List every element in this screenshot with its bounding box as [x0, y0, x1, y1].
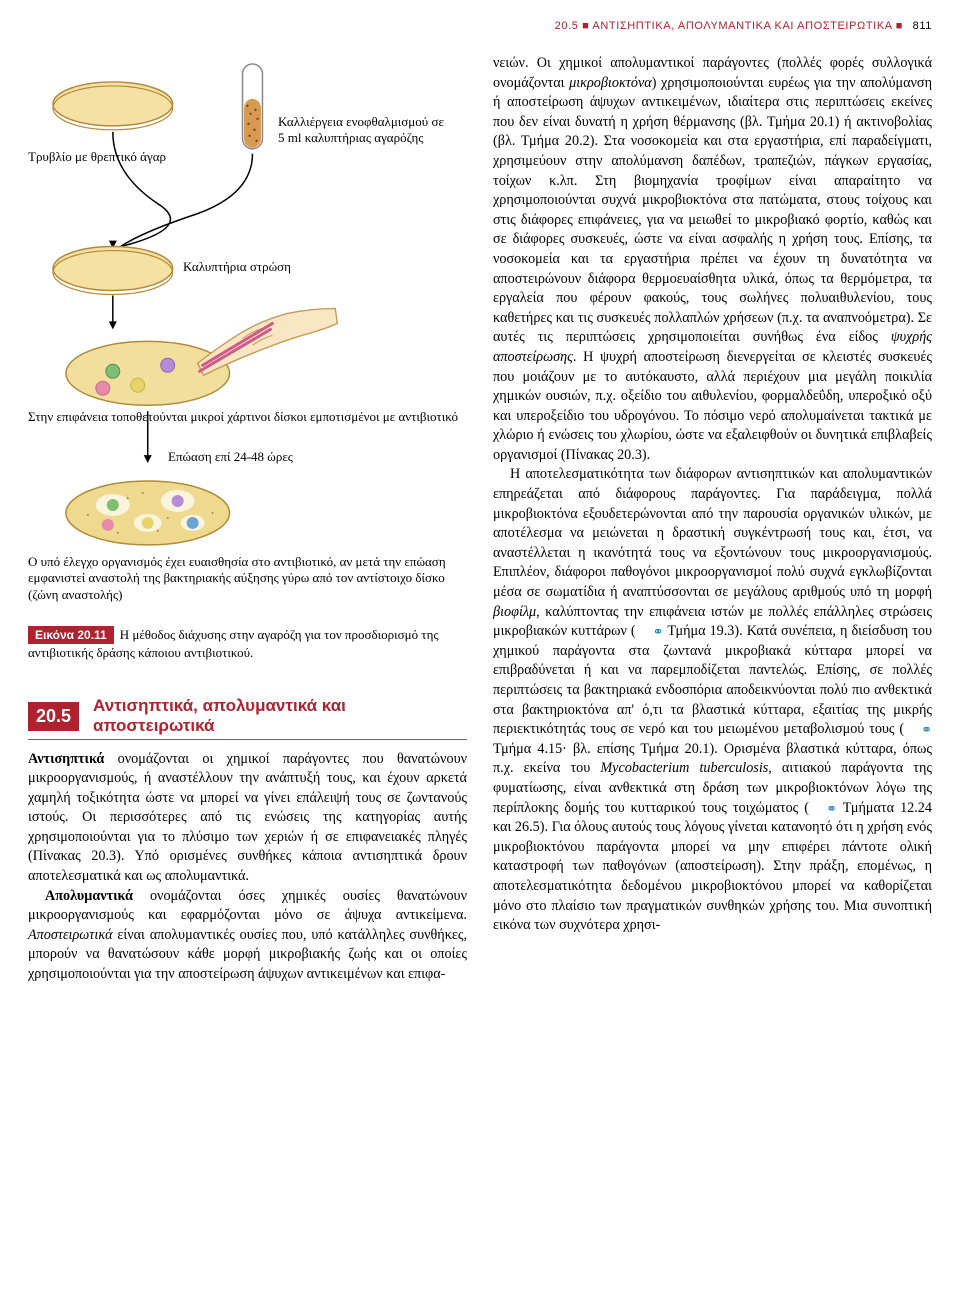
right-column: νειών. Οι χημικοί απολυμαντικοί παράγοντ…	[493, 54, 932, 985]
left-p1-rest: ονομάζονται οι χημικοί παράγοντες που θα…	[28, 751, 467, 885]
section-number: 20.5	[28, 702, 79, 731]
runhead-page: 811	[913, 20, 932, 32]
right-p2a: Η αποτελεσματικότητα των διάφορων αντιση…	[493, 466, 932, 600]
crossref-icon: ⚭	[809, 800, 837, 818]
fig-label-overlay: Καλυπτήρια στρώση	[183, 259, 333, 275]
left-column: Τρυβλίο με θρεπτικό άγαρ Καλλιέργεια ενο…	[28, 54, 467, 985]
figure-graphic: Τρυβλίο με θρεπτικό άγαρ Καλλιέργεια ενο…	[28, 54, 467, 614]
figure-20-11: Τρυβλίο με θρεπτικό άγαρ Καλλιέργεια ενο…	[28, 54, 467, 662]
right-p1c: ) χρησιμοποιούνται ευρέως για την απολύμ…	[493, 75, 932, 346]
right-p1: νειών. Οι χημικοί απολυμαντικοί παράγοντ…	[493, 54, 932, 465]
term-biofilm: βιοφίλμ	[493, 604, 536, 620]
fig-label-disks: Στην επιφάνεια τοποθετούνται μικροί χάρτ…	[28, 409, 458, 425]
two-column-layout: Τρυβλίο με θρεπτικό άγαρ Καλλιέργεια ενο…	[28, 54, 932, 985]
right-p2: Η αποτελεσματικότητα των διάφορων αντιση…	[493, 465, 932, 935]
term-antiseptics: Αντισηπτικά	[28, 751, 104, 767]
sq-icon: ■	[896, 20, 907, 32]
fig-label-result: Ο υπό έλεγχο οργανισμός έχει ευαισθησία …	[28, 554, 458, 603]
left-p1: Αντισηπτικά ονομάζονται οι χημικοί παράγ…	[28, 750, 467, 887]
running-head: 20.5 ■ ΑΝΤΙΣΗΠΤΙΚΑ, ΑΠΟΛΥΜΑΝΤΙΚΑ ΚΑΙ ΑΠΟ…	[28, 20, 932, 32]
runhead-section-title: ΑΝΤΙΣΗΠΤΙΚΑ, ΑΠΟΛΥΜΑΝΤΙΚΑ ΚΑΙ ΑΠΟΣΤΕΙΡΩΤ…	[592, 20, 892, 32]
right-p2h: Τμήματα 12.24 και 26.5). Για όλους αυτού…	[493, 800, 932, 934]
crossref-icon: ⚭	[904, 721, 932, 739]
right-p1e: . Η ψυχρή αποστείρωση διενεργείται σε κλ…	[493, 349, 932, 463]
fig-label-incubate: Επώαση επί 24-48 ώρες	[168, 449, 388, 465]
term-sterilants: Αποστειρωτικά	[28, 927, 113, 943]
term-myco: Mycobacterium tuberculosis	[600, 760, 768, 776]
section-heading: 20.5 Αντισηπτικά, απολυμαντικά και αποστ…	[28, 696, 467, 740]
crossref-icon: ⚭	[636, 623, 664, 641]
fig-label-dish: Τρυβλίο με θρεπτικό άγαρ	[28, 149, 183, 165]
figure-caption: Εικόνα 20.11Η μέθοδος διάχυσης στην αγαρ…	[28, 626, 467, 662]
left-p2: Απολυμαντικά ονομάζονται όσες χημικές ου…	[28, 887, 467, 985]
fig-label-inoc: Καλλιέργεια ενοφθαλμισμού σε 5 ml καλυπτ…	[278, 114, 453, 147]
runhead-section-num: 20.5	[555, 20, 579, 32]
term-disinfectants: Απολυμαντικά	[45, 888, 133, 904]
page: 20.5 ■ ΑΝΤΙΣΗΠΤΙΚΑ, ΑΠΟΛΥΜΑΝΤΙΚΑ ΚΑΙ ΑΠΟ…	[0, 0, 960, 1013]
section-title: Αντισηπτικά, απολυμαντικά και αποστειρωτ…	[93, 696, 467, 737]
figure-number-chip: Εικόνα 20.11	[28, 626, 114, 644]
sq-icon: ■	[582, 20, 592, 32]
right-p2d: Τμήμα 19.3). Κατά συνέπεια, η διείσδυση …	[493, 623, 932, 737]
term-microbicides: μικροβιοκτόνα	[569, 75, 652, 91]
